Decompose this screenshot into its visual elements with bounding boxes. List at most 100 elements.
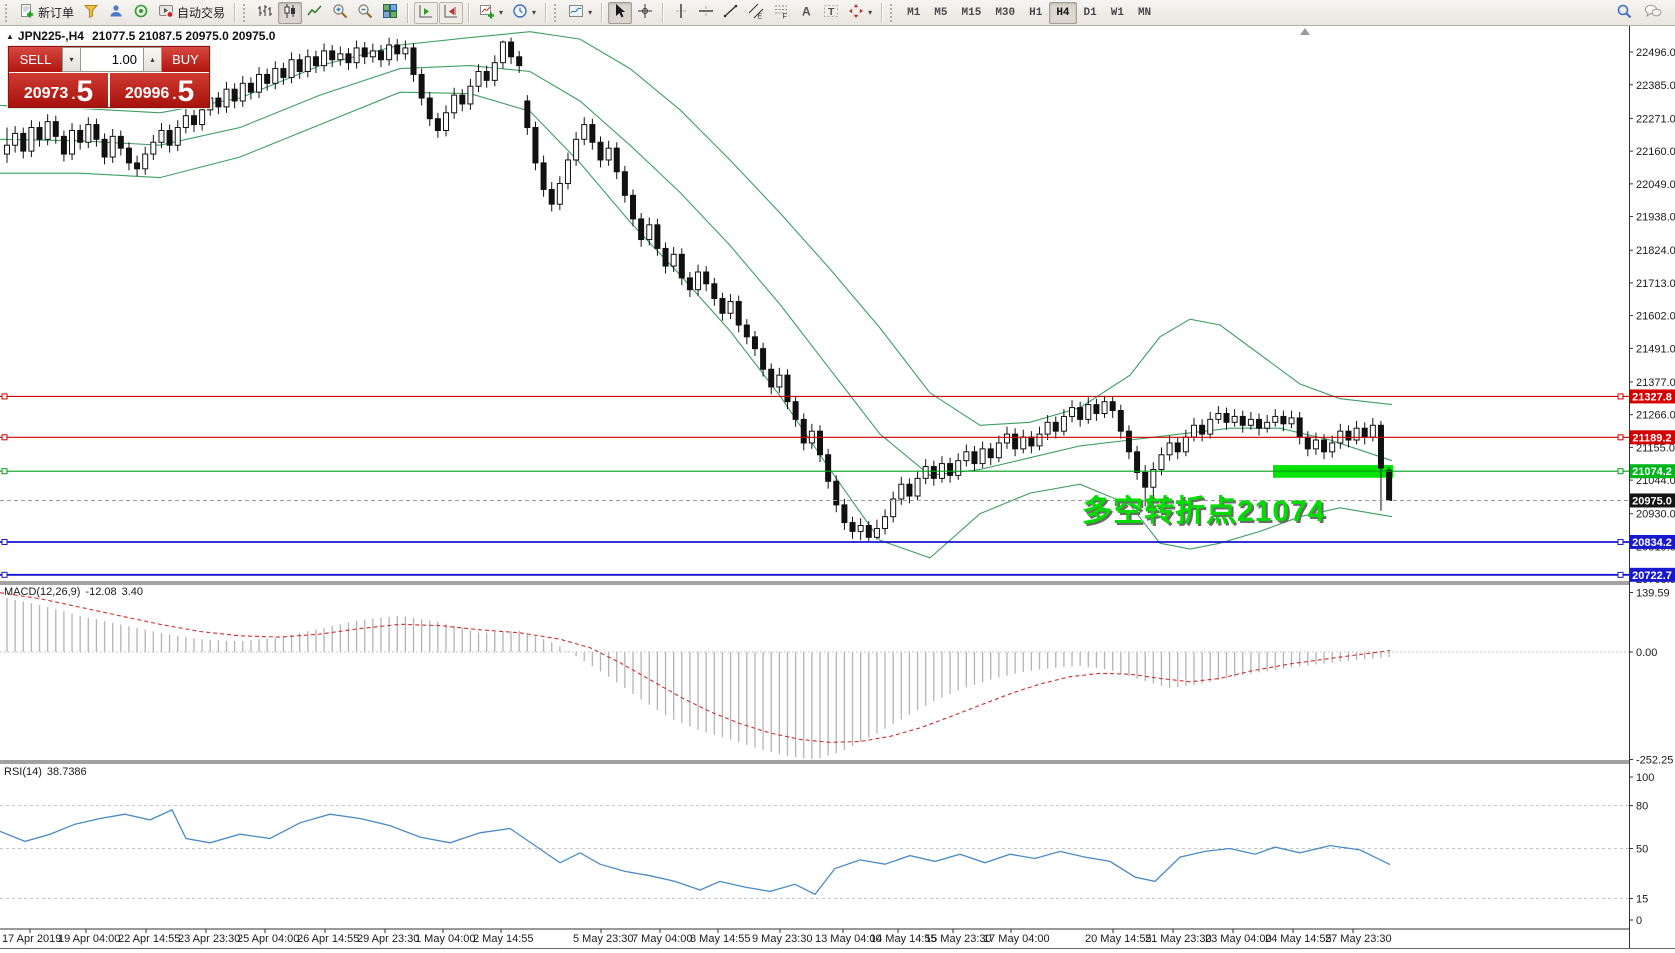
candle-bearish [1386, 469, 1393, 501]
candle-bullish [1329, 442, 1336, 453]
periods-clock-button[interactable]: ▾ [508, 2, 540, 24]
candle-bearish [215, 97, 222, 108]
volume-increase-button[interactable]: ▴ [143, 47, 162, 72]
sell-price-dot: . [71, 86, 76, 103]
line-handle[interactable] [1617, 468, 1624, 475]
price-tick-label: 22496.0 [1636, 47, 1675, 59]
cursor-button[interactable] [608, 1, 633, 24]
line-handle[interactable] [1, 434, 8, 441]
candle-bearish [418, 73, 425, 99]
timeframe-M30[interactable]: M30 [995, 6, 1016, 19]
scroll-to-end-button[interactable] [414, 1, 439, 24]
buy-price[interactable]: 20996. 5 [110, 73, 209, 107]
zoom-out-button[interactable] [353, 2, 377, 24]
templates-button[interactable]: ▾ [564, 2, 596, 24]
candle-bearish [719, 298, 726, 314]
search-button[interactable] [1612, 2, 1636, 24]
vertical-line-button[interactable] [669, 2, 693, 24]
line-handle[interactable] [1617, 538, 1624, 545]
time-axis-label: 23 May 04:00 [1205, 933, 1272, 945]
candle-bullish [1158, 454, 1165, 471]
line-handle[interactable] [1, 468, 8, 475]
signals-button[interactable] [129, 2, 153, 24]
price-tick-label: 22271.0 [1636, 113, 1675, 125]
macd-scale-label: -252.25 [1636, 755, 1673, 767]
line-handle[interactable] [1, 571, 8, 578]
volume-decrease-button[interactable]: ▾ [62, 47, 81, 72]
candlestick-mode-button[interactable] [278, 1, 303, 24]
line-handle[interactable] [1, 538, 8, 545]
timeframe-D1[interactable]: D1 [1083, 6, 1097, 19]
price-tick-label: 21491.0 [1636, 343, 1675, 355]
bar-chart-mode-button[interactable] [253, 2, 277, 24]
candle-bullish [44, 121, 51, 140]
candle-bearish [134, 162, 141, 170]
new-order-icon [19, 3, 35, 22]
candle-bearish [817, 430, 823, 456]
timeframe-MN[interactable]: MN [1137, 6, 1152, 19]
candle-bullish [1166, 442, 1173, 456]
timeframe-W1[interactable]: W1 [1110, 6, 1124, 19]
line-handle[interactable] [1, 393, 8, 400]
candle-bearish [101, 138, 108, 158]
line-handle[interactable] [1617, 393, 1624, 400]
funnel-button[interactable] [79, 2, 103, 24]
chat-icon [1644, 3, 1662, 22]
tile-windows-button[interactable] [378, 2, 402, 24]
timeframe-M15[interactable]: M15 [961, 6, 982, 19]
line-chart-icon [307, 3, 323, 22]
candle-bearish [841, 504, 848, 524]
timeframe-H4[interactable]: H4 [1049, 1, 1077, 24]
terminal-icon [108, 3, 124, 22]
buy-button[interactable]: BUY [162, 47, 209, 72]
sell-price-frac: 5 [76, 75, 94, 108]
text-label-button[interactable]: T [819, 2, 843, 24]
candle-bearish [166, 129, 173, 146]
sell-price[interactable]: 20973. 5 [9, 73, 108, 107]
time-axis-label: 9 May 23:30 [752, 933, 813, 945]
candlestick-icon [282, 3, 298, 22]
candle-bullish [304, 56, 311, 73]
candle-bearish [264, 73, 271, 84]
volume-input[interactable] [81, 47, 143, 72]
timeframe-M5[interactable]: M5 [934, 6, 948, 19]
chart-text-annotation[interactable]: 多空转折点21074 [1082, 495, 1326, 528]
candle-bullish [1182, 436, 1189, 453]
svg-text:E: E [758, 14, 763, 20]
trendline-button[interactable] [719, 2, 743, 24]
time-axis-label: 15 May 23:30 [925, 933, 992, 945]
horizontal-line-button[interactable] [694, 2, 718, 24]
zoom-in-button[interactable] [328, 2, 352, 24]
crosshair-button[interactable] [633, 2, 657, 24]
candle-bullish [85, 124, 92, 143]
timeframe-H1[interactable]: H1 [1029, 6, 1043, 19]
line-handle[interactable] [1617, 571, 1624, 578]
line-handle[interactable] [1617, 434, 1624, 441]
timeframe-M1[interactable]: M1 [907, 6, 921, 19]
terminal-button[interactable] [104, 2, 128, 24]
candle-bullish [1272, 415, 1279, 423]
line-chart-mode-button[interactable] [303, 2, 327, 24]
add-indicator-button[interactable]: ▾ [475, 2, 507, 24]
autotrading-button[interactable]: 自动交易 [154, 2, 229, 24]
new-order-button[interactable]: 新订单 [15, 2, 78, 24]
candle-bearish [377, 50, 384, 61]
chat-button[interactable] [1640, 2, 1666, 24]
toolbar-separator [881, 2, 884, 23]
autotrading-label: 自动交易 [177, 6, 226, 20]
toolbar-grip [890, 3, 897, 22]
candle-bullish [12, 132, 19, 146]
candle-bearish [20, 132, 27, 152]
chart-shift-button[interactable] [439, 1, 464, 24]
text-button[interactable]: A [794, 2, 818, 24]
candle-bullish [1312, 439, 1319, 450]
tile-windows-icon [382, 3, 398, 22]
equidistant-channel-button[interactable]: E [744, 2, 768, 24]
time-axis-label: 21 May 23:30 [1145, 933, 1212, 945]
time-axis-label: 5 May 23:30 [573, 933, 634, 945]
fibonacci-button[interactable]: F [769, 2, 793, 24]
arrows-button[interactable]: ▾ [844, 2, 876, 24]
candle-bullish [1085, 404, 1092, 420]
price-tick-label: 22385.0 [1636, 80, 1675, 92]
sell-button[interactable]: SELL [9, 47, 62, 72]
